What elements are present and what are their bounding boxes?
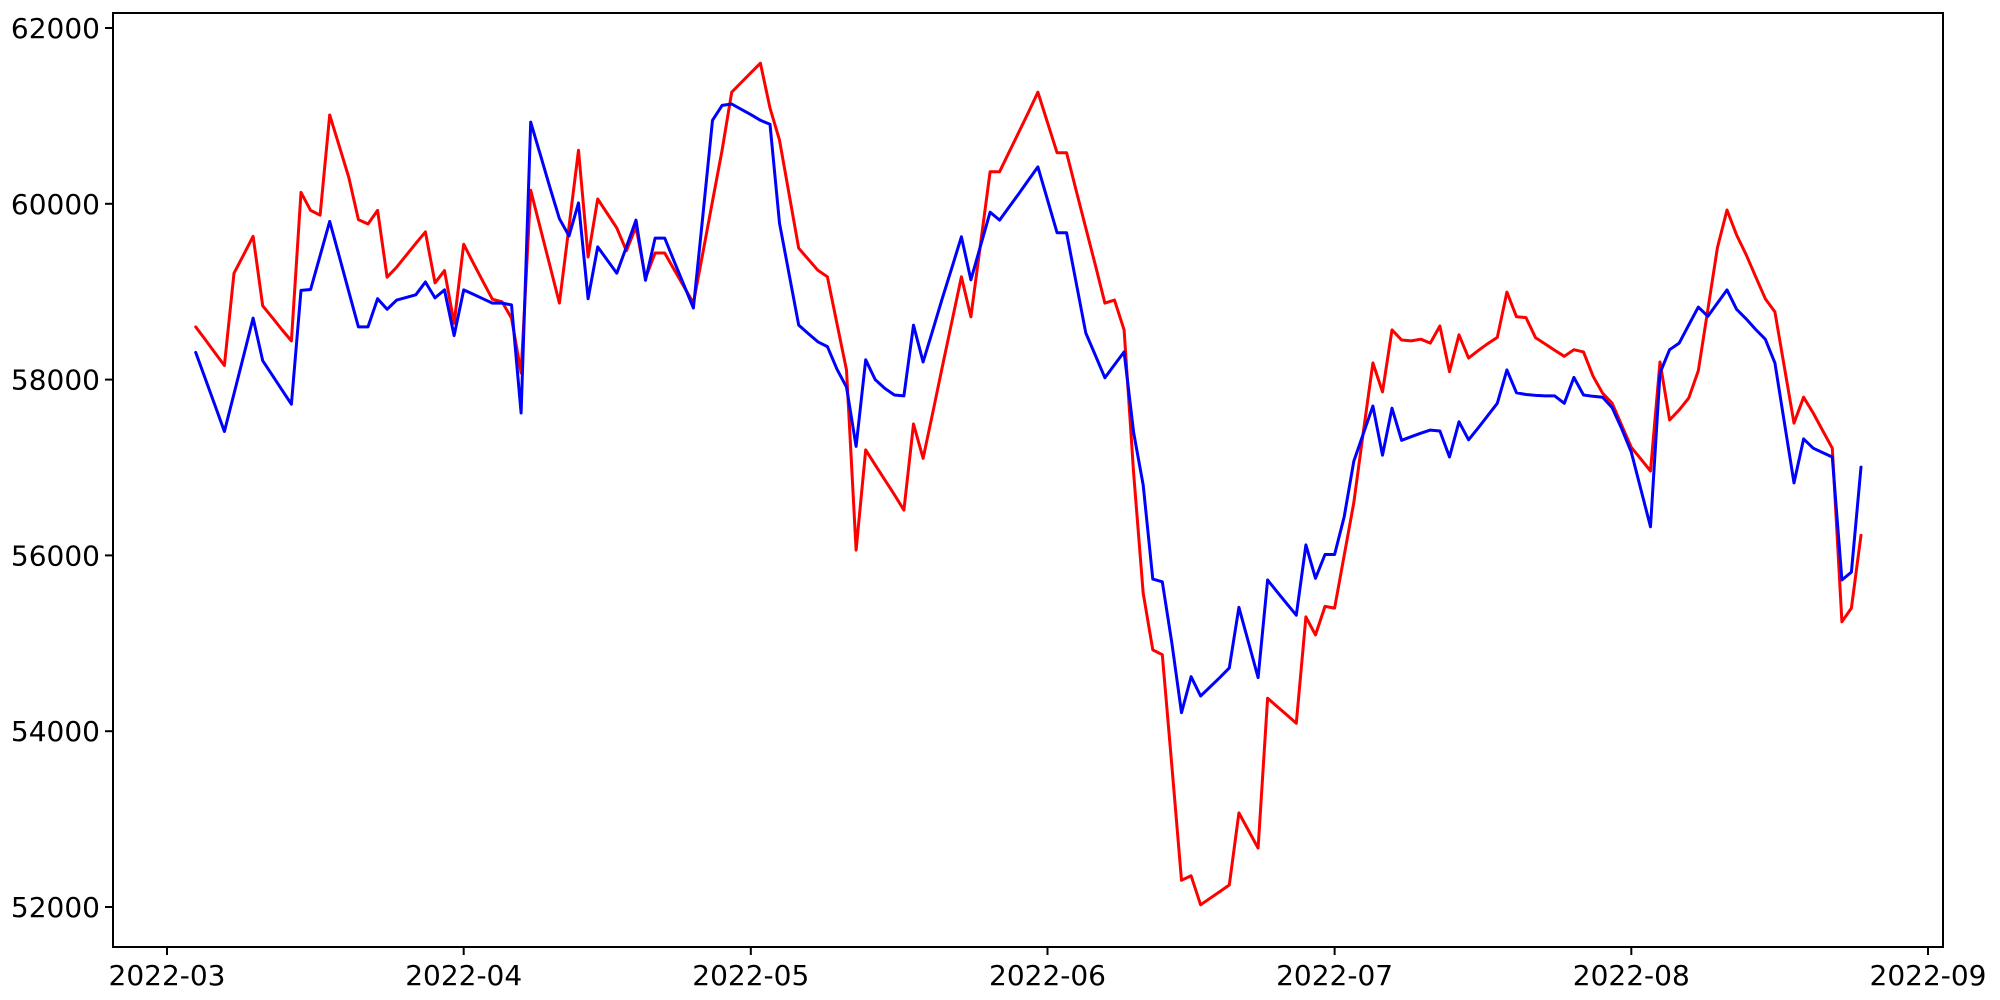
x-tick-label: 2022-06	[989, 959, 1106, 992]
x-axis: 2022-03 2022-04 2022-05 2022-06 2022-07 2022-…	[109, 947, 1987, 992]
x-tick-label: 2022-09	[1870, 959, 1987, 992]
y-tick-label: 58000	[11, 364, 100, 397]
y-tick-label: 62000	[11, 12, 100, 45]
blue-series-line	[194, 102, 1863, 715]
x-tick-label: 2022-04	[405, 959, 522, 992]
y-tick-label: 60000	[11, 188, 100, 221]
x-tick-label: 2022-03	[109, 959, 226, 992]
y-tick-label: 56000	[11, 539, 100, 572]
plot-area	[112, 12, 1944, 948]
series-lines	[194, 61, 1863, 907]
red-series-line	[194, 61, 1863, 907]
x-tick-label: 2022-08	[1573, 959, 1690, 992]
x-tick-label: 2022-07	[1276, 959, 1393, 992]
y-tick-label: 54000	[11, 715, 100, 748]
x-tick-label: 2022-05	[692, 959, 809, 992]
y-tick-label: 52000	[11, 891, 100, 924]
y-axis: 52000 54000 56000 58000 60000 62000	[11, 12, 113, 924]
